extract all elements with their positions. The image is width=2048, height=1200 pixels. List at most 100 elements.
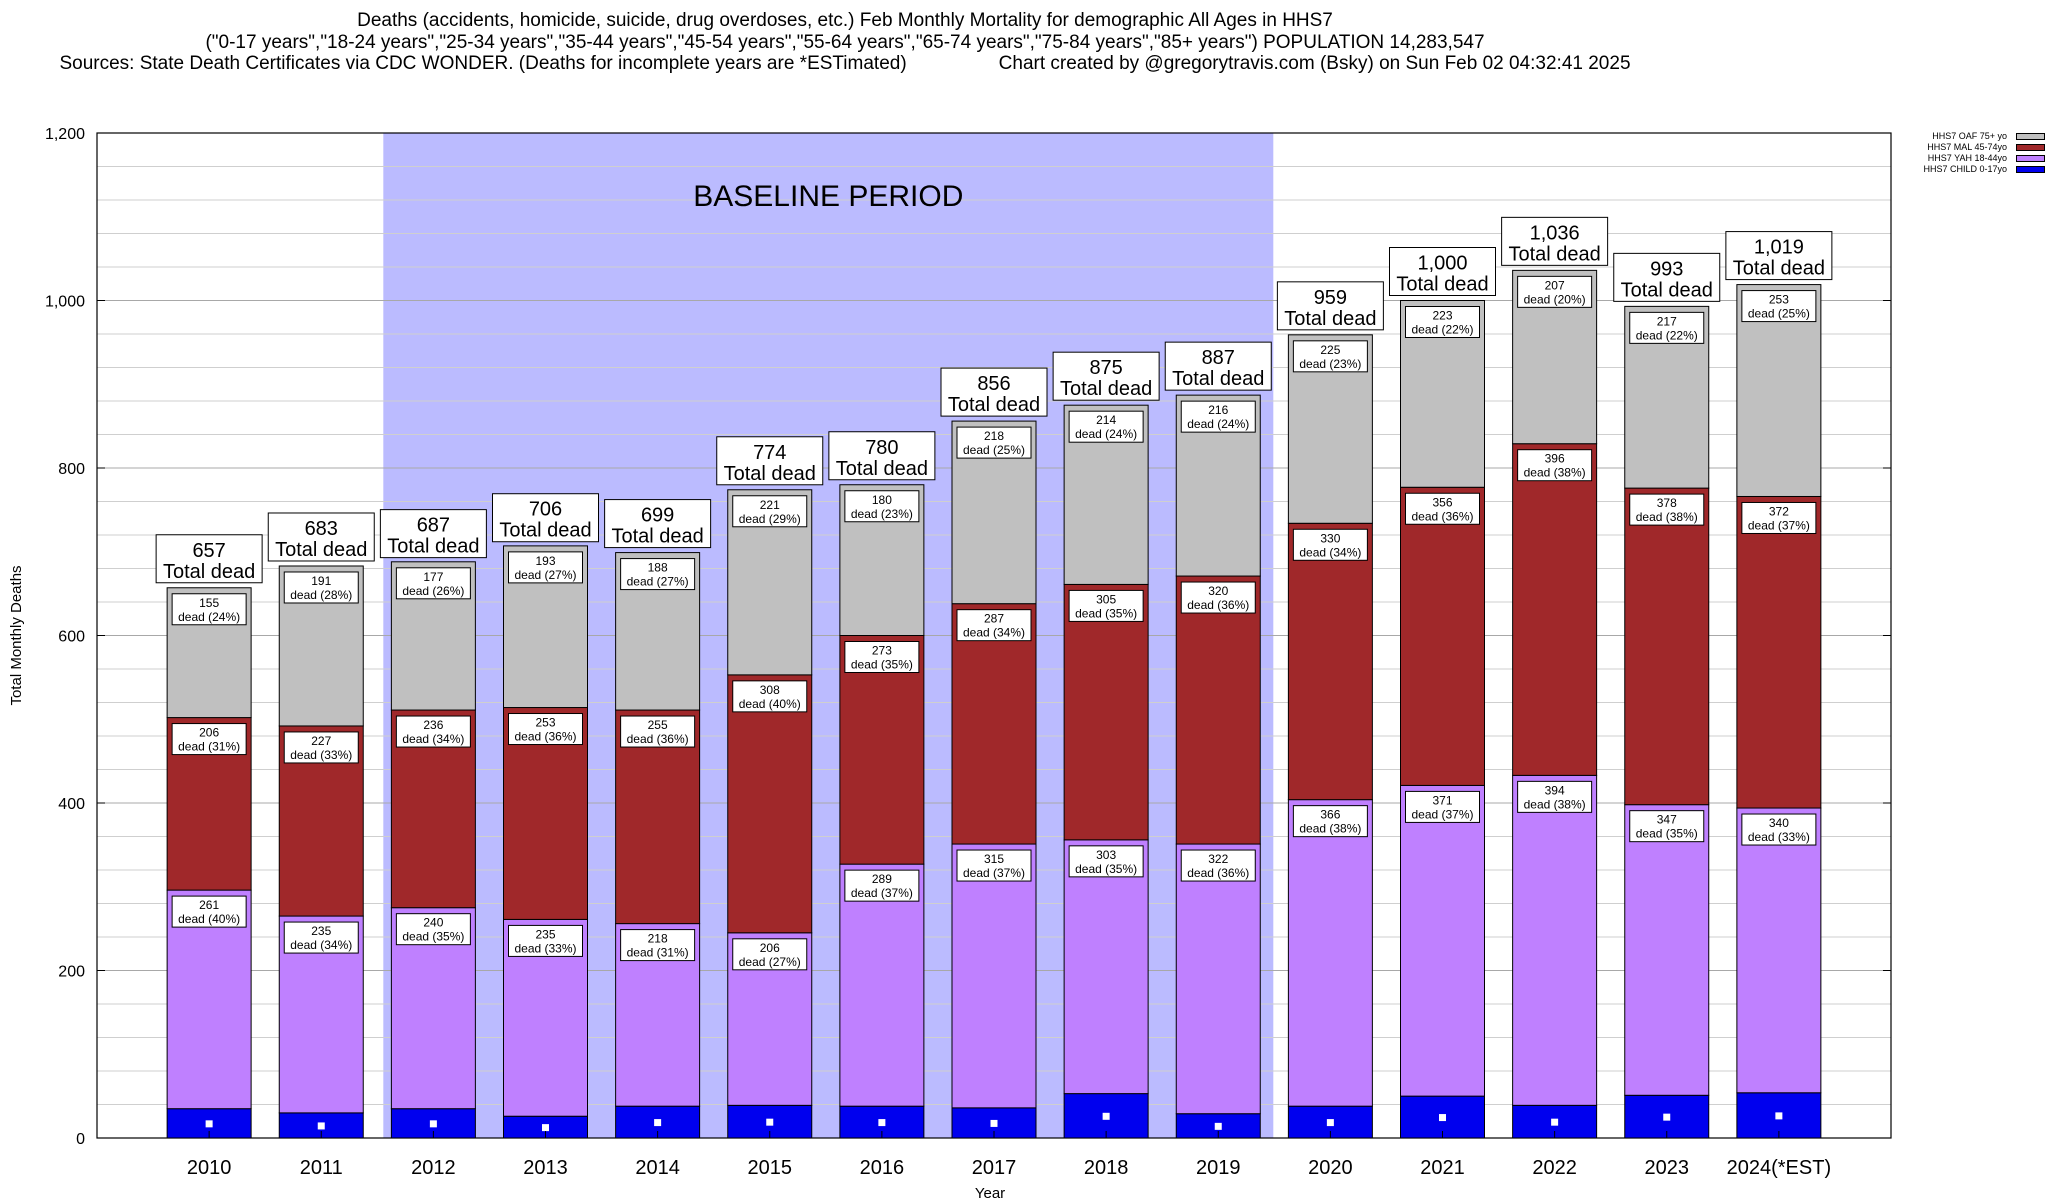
total-caption: Total dead [1621,279,1713,301]
total-value: 875 [1089,357,1122,379]
segment-pct: dead (26%) [402,584,464,598]
segment-value: 177 [423,570,443,584]
segment-label-box [620,929,696,962]
segment-pct: dead (35%) [1075,606,1137,620]
segment-pct: dead (36%) [1187,598,1249,612]
segment-pct: dead (36%) [1411,509,1473,523]
y-tick-label: 1,200 [45,126,85,143]
segment-label-box [732,680,808,713]
segment-value: 273 [872,644,892,658]
total-label-box [1389,247,1496,296]
segment-label-box [283,921,359,954]
segment-value: 216 [1208,403,1228,417]
bar-segment [951,843,1037,1109]
segment-value: 218 [984,429,1004,443]
segment-label-box [620,558,696,591]
legend-swatch [2016,133,2045,140]
total-label-box [379,509,487,559]
segment-pct: dead (33%) [1748,830,1810,844]
segment-pct: dead (34%) [290,938,352,952]
segment-pct: dead (31%) [178,740,240,754]
segment-pct: dead (22%) [1411,323,1473,337]
child-marker [990,1119,998,1127]
child-marker [1326,1119,1334,1127]
segment-label-box [1068,589,1144,622]
segment-value: 253 [535,716,555,730]
total-caption: Total dead [1284,308,1376,330]
total-caption: Total dead [1396,274,1488,296]
child-marker [654,1119,662,1127]
segment-pct: dead (40%) [178,912,240,926]
segment-pct: dead (36%) [627,732,689,746]
segment-label-box [1405,492,1480,525]
segment-label-box [620,715,696,748]
segment-pct: dead (25%) [963,443,1025,457]
segment-label-box [1629,311,1705,344]
segment-value: 235 [535,927,555,941]
total-label-box [1276,281,1384,331]
segment-label-box [171,723,247,756]
segment-value: 221 [760,498,780,512]
total-value: 687 [417,515,450,537]
y-tick-label: 800 [58,461,85,478]
segment-value: 303 [1096,848,1116,862]
segment-value: 396 [1545,452,1565,466]
segment-pct: dead (40%) [739,697,801,711]
total-value: 657 [192,540,225,562]
segment-value: 155 [199,596,219,610]
segment-pct: dead (35%) [1075,862,1137,876]
total-label-box [604,499,712,549]
segment-label-box [283,731,359,764]
segment-label-box [1741,813,1817,846]
segment-pct: dead (36%) [514,730,576,744]
segment-value: 236 [423,718,443,732]
total-label-box [1164,341,1272,391]
bar-segment [951,603,1037,845]
child-marker [766,1118,774,1126]
segment-value: 287 [984,612,1004,626]
bar-segment [727,674,813,934]
segment-value: 218 [648,932,668,946]
segment-pct: dead (38%) [1524,797,1586,811]
segment-label-box [1292,528,1368,561]
segment-label-box [956,849,1032,882]
segment-label-box [171,593,247,626]
segment-pct: dead (34%) [1299,545,1361,559]
bar-segment [1736,807,1822,1094]
segment-label-box [1517,275,1593,308]
bar-segment [1512,774,1598,1106]
chart-source-line: Sources: State Death Certificates via CD… [0,53,1690,75]
segment-pct: dead (24%) [1075,427,1137,441]
total-caption: Total dead [1060,378,1152,400]
segment-label-box [1180,581,1256,614]
bar-segment [1624,487,1710,806]
total-value: 1,000 [1417,253,1467,275]
total-caption: Total dead [611,526,703,548]
segment-label-box [844,490,920,523]
segment-label-box [956,426,1032,459]
total-caption: Total dead [1508,243,1600,265]
segment-pct: dead (37%) [963,866,1025,880]
segment-value: 347 [1657,813,1677,827]
x-tick-label: 2012 [411,1157,456,1179]
segment-label-box [508,551,583,584]
total-label-box [828,431,936,481]
segment-pct: dead (38%) [1299,822,1361,836]
total-value: 780 [865,437,898,459]
segment-pct: dead (37%) [1411,807,1473,821]
x-tick-label: 2014 [635,1157,680,1179]
segment-pct: dead (28%) [290,588,352,602]
segment-value: 206 [199,726,219,740]
segment-label-box [1629,810,1705,843]
x-tick-label: 2022 [1532,1157,1577,1179]
bar-segment [1063,583,1149,841]
legend-label: HHS7 OAF 75+ yo [1932,131,2007,141]
total-value: 959 [1314,287,1347,309]
child-marker [542,1124,549,1132]
segment-value: 305 [1096,592,1116,606]
x-tick-label: 2013 [523,1157,568,1179]
segment-label-box [171,895,247,928]
y-tick-label: 1,000 [45,294,85,311]
x-tick-label: 2024(*EST) [1727,1157,1832,1179]
total-value: 699 [641,505,674,527]
